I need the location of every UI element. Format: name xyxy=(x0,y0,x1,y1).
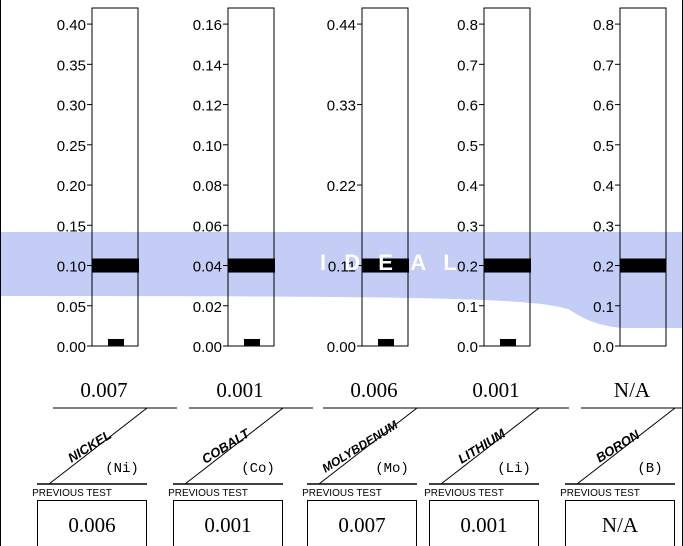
label-diagonal xyxy=(184,407,284,485)
previous-value-cobalt: 0.001 xyxy=(204,513,252,537)
ideal-marker xyxy=(362,258,409,273)
tick-label: 0.14 xyxy=(193,57,222,74)
element-name: NICKEL xyxy=(65,427,114,465)
label-diagonal xyxy=(48,407,148,485)
frame-left-border xyxy=(0,0,1,546)
ideal-marker xyxy=(484,258,531,273)
previous-value-box: N/A xyxy=(565,500,675,546)
label-diagonal xyxy=(318,407,418,485)
reading-bar xyxy=(378,339,394,346)
previous-test-label: PREVIOUS TEST xyxy=(302,488,382,499)
tick-label: 0.2 xyxy=(457,259,478,276)
element-symbol: (Co) xyxy=(241,461,275,477)
tick-label: 0.7 xyxy=(457,57,478,74)
tick-label: 0.02 xyxy=(193,299,222,316)
tick-label: 0.30 xyxy=(57,98,86,115)
previous-test-label: PREVIOUS TEST xyxy=(168,488,248,499)
tick-label: 0.40 xyxy=(57,17,86,34)
previous-value-box: 0.007 xyxy=(307,500,417,546)
previous-value-lithium: 0.001 xyxy=(460,513,508,537)
element-symbol: (Mo) xyxy=(375,461,409,477)
previous-test-label: PREVIOUS TEST xyxy=(560,488,640,499)
previous-test-label: PREVIOUS TEST xyxy=(424,488,504,499)
tick-label: 0.3 xyxy=(457,218,478,235)
current-value-nickel: 0.007 xyxy=(80,378,128,402)
tick-label: 0.33 xyxy=(327,98,356,115)
tick-label: 0.25 xyxy=(57,138,86,155)
tick-label: 0.35 xyxy=(57,57,86,74)
tick-label: 0.16 xyxy=(193,17,222,34)
tick-label: 0.5 xyxy=(593,138,614,155)
tick-label: 0.22 xyxy=(327,178,356,195)
tick-label: 0.06 xyxy=(193,218,222,235)
tick-label: 0.4 xyxy=(457,178,478,195)
tick-label: 0.44 xyxy=(327,17,356,34)
tube-boron xyxy=(619,7,667,347)
previous-value-box: 0.006 xyxy=(37,500,147,546)
tick-label: 0.08 xyxy=(193,178,222,195)
tick-label: 0.00 xyxy=(57,339,86,356)
tick-label: 0.1 xyxy=(593,299,614,316)
current-value-molybdenum: 0.006 xyxy=(350,378,398,402)
tick-label: 0.3 xyxy=(593,218,614,235)
ideal-marker xyxy=(92,258,139,273)
previous-value-nickel: 0.006 xyxy=(68,513,116,537)
element-symbol: (Ni) xyxy=(105,461,139,477)
reading-bar xyxy=(244,339,260,346)
tick-label: 0.11 xyxy=(328,259,356,276)
tick-label: 0.2 xyxy=(593,259,614,276)
tick-label: 0.0 xyxy=(457,339,478,356)
tick-label: 0.15 xyxy=(57,218,86,235)
tick-label: 0.6 xyxy=(457,98,478,115)
reading-bar xyxy=(500,339,516,346)
tick-label: 0.8 xyxy=(457,17,478,34)
tick-label: 0.0 xyxy=(593,339,614,356)
ideal-band xyxy=(0,232,683,328)
tick-label: 0.4 xyxy=(593,178,614,195)
reading-bar xyxy=(108,339,124,346)
current-value-cobalt: 0.001 xyxy=(216,378,264,402)
element-name: BORON xyxy=(593,427,643,466)
tick-label: 0.04 xyxy=(193,259,222,276)
previous-value-box: 0.001 xyxy=(173,500,283,546)
current-value-lithium: 0.001 xyxy=(472,378,520,402)
tick-label: 0.05 xyxy=(57,299,86,316)
tick-label: 0.10 xyxy=(57,259,86,276)
ideal-band-label: I D E A L xyxy=(320,250,463,275)
tick-label: 0.00 xyxy=(193,339,222,356)
tick-label: 0.20 xyxy=(57,178,86,195)
tick-label: 0.00 xyxy=(327,339,356,356)
previous-test-label: PREVIOUS TEST xyxy=(32,488,112,499)
element-symbol: (Li) xyxy=(497,461,531,477)
tick-label: 0.12 xyxy=(193,98,222,115)
label-diagonal xyxy=(440,407,540,485)
tick-label: 0.7 xyxy=(593,57,614,74)
tick-label: 0.8 xyxy=(593,17,614,34)
tick-label: 0.10 xyxy=(193,138,222,155)
ideal-marker xyxy=(620,258,666,273)
previous-value-box: 0.001 xyxy=(429,500,539,546)
tick-label: 0.6 xyxy=(593,98,614,115)
label-diagonal xyxy=(576,407,676,485)
tick-label: 0.5 xyxy=(457,138,478,155)
ideal-marker xyxy=(228,258,275,273)
tick-label: 0.1 xyxy=(457,299,478,316)
current-value-boron: N/A xyxy=(613,378,651,402)
previous-value-molybdenum: 0.007 xyxy=(338,513,386,537)
previous-value-boron: N/A xyxy=(601,513,639,537)
element-symbol: (B) xyxy=(637,461,662,477)
